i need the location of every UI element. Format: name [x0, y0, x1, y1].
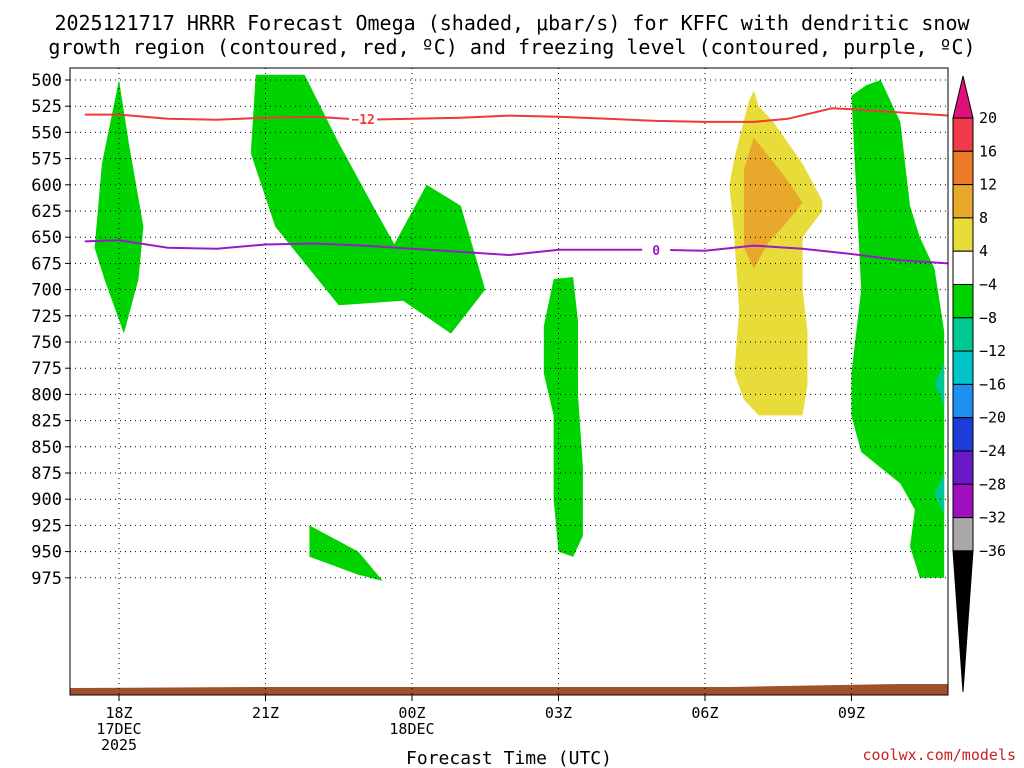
y-tick-label-800: 800: [31, 385, 62, 405]
colorbar-segment-11: [952, 483, 974, 519]
colorbar-label-6: −8: [979, 309, 997, 327]
colorbar-label-2: 12: [979, 176, 997, 194]
colorbar-label-8: −16: [979, 375, 1006, 393]
colorbar-label-9: −20: [979, 409, 1006, 427]
omega-shaded-regions: [94, 74, 945, 581]
temperature-contours: −12 0: [84, 107, 948, 265]
contour-line-dendritic-growth-region: [84, 107, 948, 123]
omega-region-3: [309, 525, 383, 581]
y-tick-label-725: 725: [31, 307, 62, 327]
x-tick-label-0-0: 18Z: [105, 704, 132, 722]
colorbar-segment-12: [952, 517, 974, 552]
y-tick-label-975: 975: [31, 569, 62, 589]
plot-frame: [69, 67, 949, 696]
y-tick-label-625: 625: [31, 202, 62, 222]
x-tick-label-15-0: 09Z: [838, 704, 865, 722]
omega-region-1: [250, 74, 412, 306]
colorbar-bottom-arrow: [952, 550, 974, 693]
x-tick-label-6-0: 00Z: [398, 704, 425, 722]
colorbar-label-13: −36: [979, 542, 1006, 560]
y-tick-label-650: 650: [31, 228, 62, 248]
x-tick-label-3-0: 21Z: [252, 704, 279, 722]
y-tick-label-900: 900: [31, 490, 62, 510]
colorbar: 20 16 12 8 4 −4 −8 −12 −16 −20 −24 −28 −32 −36: [952, 75, 1006, 693]
y-tick-label-675: 675: [31, 254, 62, 274]
colorbar-label-3: 8: [979, 209, 988, 227]
colorbar-segment-9: [952, 417, 974, 452]
credit-text: coolwx.com/models: [862, 746, 1016, 764]
omega-region-6: [934, 363, 945, 405]
contour-label-dendritic-growth-region: −12: [351, 113, 374, 128]
y-tick-label-600: 600: [31, 176, 62, 196]
colorbar-label-12: −32: [979, 509, 1006, 527]
colorbar-segment-0: [952, 117, 974, 152]
x-tick-label-12-0: 06Z: [691, 704, 718, 722]
terrain-ground: [70, 684, 948, 695]
omega-region-0: [94, 80, 144, 334]
chart-title-line-2: growth region (contoured, red, ºC) and f…: [48, 35, 975, 59]
colorbar-label-10: −24: [979, 442, 1006, 460]
colorbar-label-7: −12: [979, 342, 1006, 360]
x-tick-label-9-0: 03Z: [545, 704, 572, 722]
colorbar-label-4: 4: [979, 242, 988, 260]
x-axis-label: Forecast Time (UTC): [406, 748, 612, 768]
omega-region-2: [392, 184, 486, 334]
y-tick-label-700: 700: [31, 281, 62, 301]
colorbar-segment-2: [952, 184, 974, 219]
y-axis-ticks: 500 525 550 575 600 625 650 675 700 725 750 775 800 8…: [31, 71, 70, 589]
omega-region-5: [851, 80, 945, 578]
y-tick-label-925: 925: [31, 516, 62, 536]
y-tick-label-875: 875: [31, 464, 62, 484]
contour-label-bg-dendritic-growth-region: [349, 110, 378, 127]
x-tick-label-0-2: 2025: [101, 736, 137, 754]
y-tick-label-500: 500: [31, 71, 62, 91]
colorbar-segment-10: [952, 450, 974, 485]
y-tick-label-525: 525: [31, 97, 62, 117]
contour-label-bg-freezing-level: [642, 241, 671, 258]
omega-region-9: [744, 137, 803, 269]
colorbar-segment-7: [952, 350, 974, 385]
y-tick-label-775: 775: [31, 359, 62, 379]
colorbar-label-1: 16: [979, 142, 997, 160]
contour-line-freezing-level: [84, 239, 948, 265]
colorbar-label-11: −28: [979, 475, 1006, 493]
colorbar-label-5: −4: [979, 276, 997, 294]
colorbar-segment-1: [952, 150, 974, 186]
colorbar-segment-6: [952, 317, 974, 352]
terrain-layer: [70, 684, 948, 695]
y-tick-label-825: 825: [31, 412, 62, 432]
x-tick-label-6-1: 18DEC: [389, 720, 434, 738]
y-tick-label-950: 950: [31, 543, 62, 563]
omega-region-4: [543, 277, 583, 557]
y-tick-label-575: 575: [31, 150, 62, 170]
colorbar-segment-3: [952, 217, 974, 252]
colorbar-segment-8: [952, 383, 974, 419]
y-tick-label-550: 550: [31, 123, 62, 143]
colorbar-label-0: 20: [979, 109, 997, 127]
contour-label-freezing-level: 0: [652, 244, 660, 259]
colorbar-segment-4: [952, 250, 974, 285]
chart-title-line-1: 2025121717 HRRR Forecast Omega (shaded, …: [54, 11, 970, 35]
omega-region-7: [934, 473, 945, 515]
y-tick-label-850: 850: [31, 438, 62, 458]
colorbar-segment-5: [952, 284, 974, 319]
x-tick-label-0-1: 17DEC: [96, 720, 141, 738]
y-tick-label-750: 750: [31, 333, 62, 353]
